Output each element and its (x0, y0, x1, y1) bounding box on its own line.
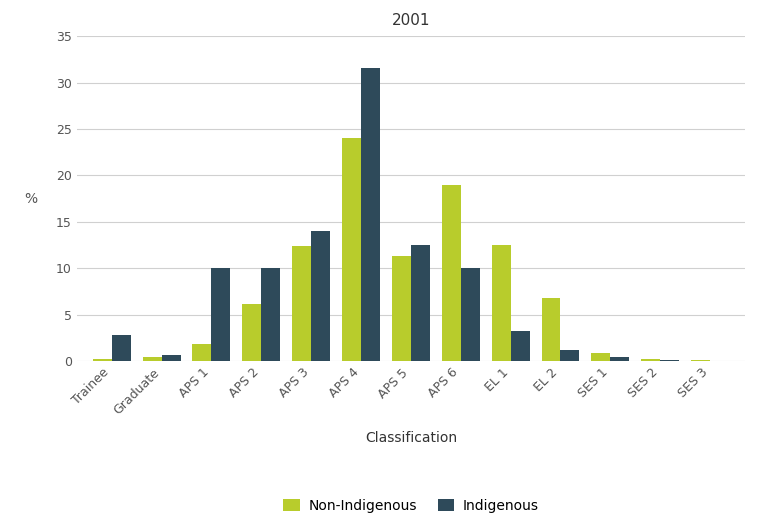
Bar (193, 345, 211, 361)
Bar (492, 245, 511, 361)
Bar (342, 138, 361, 361)
Bar (591, 353, 611, 361)
Bar (641, 359, 660, 361)
Bar (243, 303, 261, 361)
Bar (561, 350, 579, 361)
Bar (93, 359, 111, 361)
Bar (611, 358, 629, 361)
Bar (211, 268, 230, 361)
Bar (292, 246, 311, 361)
Bar (361, 68, 380, 361)
Bar (660, 360, 679, 361)
Bar (691, 360, 710, 361)
Legend: Non-Indigenous, Indigenous: Non-Indigenous, Indigenous (276, 492, 545, 516)
Bar (461, 268, 480, 361)
Bar (442, 185, 461, 361)
X-axis label: Classification: Classification (365, 431, 457, 445)
Bar (261, 268, 280, 361)
Bar (111, 335, 131, 361)
Bar (143, 358, 161, 361)
Bar (161, 354, 180, 361)
Bar (541, 298, 561, 361)
Title: 2001: 2001 (392, 13, 430, 28)
Bar (511, 331, 530, 361)
Bar (311, 231, 330, 361)
Bar (411, 245, 430, 361)
Y-axis label: %: % (25, 191, 38, 206)
Bar (392, 256, 411, 361)
